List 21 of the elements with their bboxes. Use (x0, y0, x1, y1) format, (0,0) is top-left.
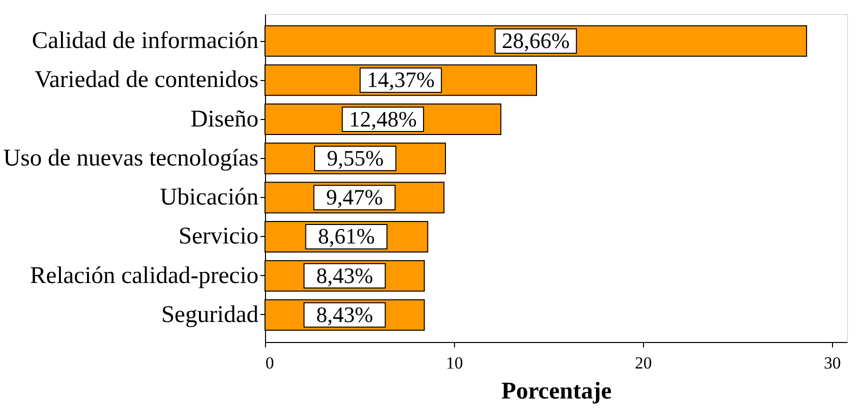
x-tick-label: 30 (824, 354, 841, 372)
x-axis-title: Porcentaje (501, 378, 612, 404)
y-tick-label: Relación calidad-precio (30, 262, 258, 289)
data-label: 9,47% (326, 184, 383, 210)
x-tick-label: 0 (266, 354, 274, 372)
y-tick-label: Uso de nuevas tecnologías (3, 145, 258, 172)
y-tick-label: Calidad de información (32, 28, 258, 54)
data-label: 9,55% (326, 145, 384, 170)
data-label: 8,43% (316, 262, 374, 288)
data-label: 8,61% (318, 224, 375, 249)
x-tick-label: 20 (634, 354, 652, 372)
data-label: 14,37% (366, 67, 435, 92)
y-tick-label: Servicio (178, 224, 258, 250)
data-label: 12,48% (349, 106, 417, 132)
y-tick-label: Seguridad (161, 302, 258, 328)
x-tick-label: 10 (446, 354, 463, 372)
data-label: 28,66% (502, 28, 570, 54)
y-tick-label: Diseño (190, 106, 258, 132)
data-label: 8,43% (316, 302, 374, 327)
y-tick-label: Variedad de contenidos (34, 67, 258, 94)
y-tick-label: Ubicación (160, 184, 258, 211)
